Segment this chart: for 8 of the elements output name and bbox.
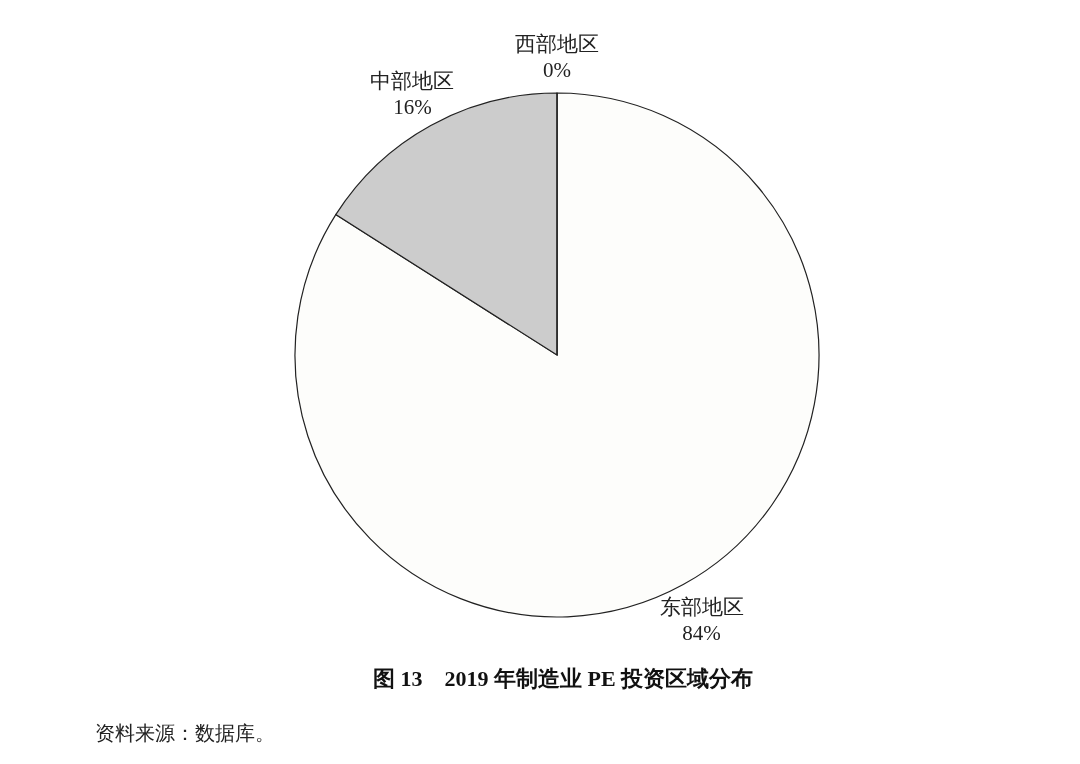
data-label: 84% bbox=[682, 620, 721, 645]
data-label: 16% bbox=[393, 95, 432, 120]
category-label: 西部地区 bbox=[515, 32, 599, 56]
text: 0% bbox=[543, 58, 571, 82]
text: 图 13 2019 年制造业 PE 投资区域分布 bbox=[372, 666, 754, 691]
slice-label: 东部地区 bbox=[659, 594, 744, 619]
text: 资料来源：数据库。 bbox=[95, 722, 275, 744]
slice-label: 中部地区 bbox=[370, 69, 455, 94]
